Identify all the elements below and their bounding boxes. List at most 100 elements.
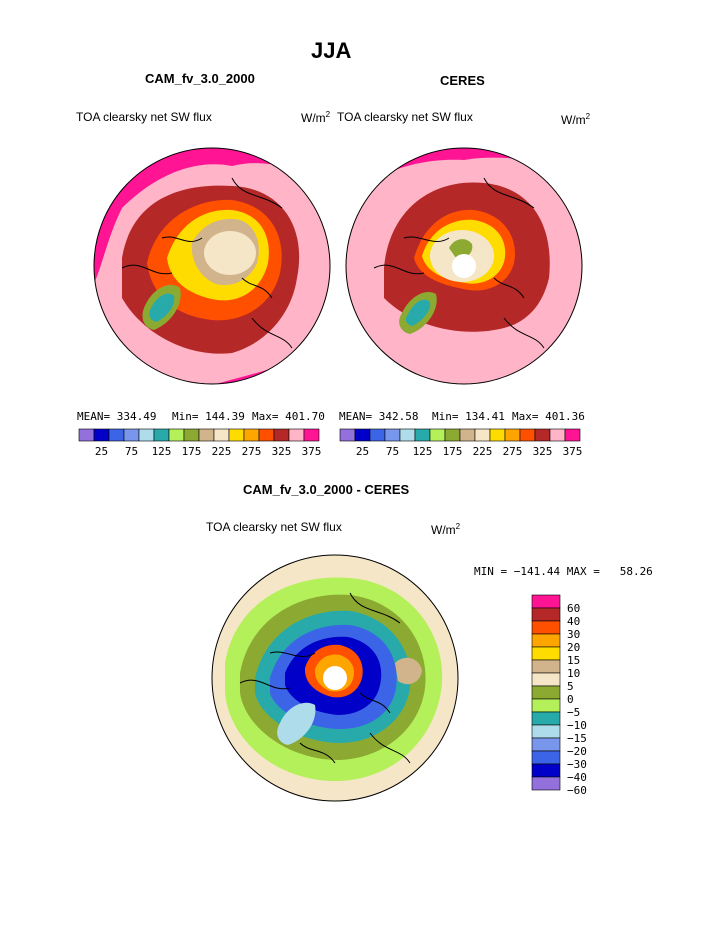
- panel3-colorbar-tick: −60: [567, 784, 587, 797]
- panel1-colorbar: 25 75 125 175 225 275 325 375: [78, 428, 322, 458]
- panel3-pole-missing: [323, 666, 347, 690]
- panel1-colorbar-swatch: [183, 428, 200, 442]
- panel3-colorbar-tick: 0: [567, 693, 574, 706]
- panel2-colorbar: 25 75 125 175 225 275 325 375: [339, 428, 583, 458]
- panel2-colorbar-swatch: [339, 428, 356, 442]
- panel2-field-greenland-ice: [405, 299, 431, 326]
- panel1-colorbar-swatch: [303, 428, 320, 442]
- panel1-mean: MEAN= 334.49: [77, 410, 157, 423]
- panel3-units-exp: 2: [455, 522, 461, 531]
- panel2-pole-missing: [452, 254, 476, 278]
- panel1-colorbar-swatch: [228, 428, 245, 442]
- panel3-minmax: MIN = −141.44 MAX = 58.26: [474, 565, 653, 578]
- panel3-colorbar-swatch: [531, 763, 561, 778]
- panel1-colorbar-swatch: [243, 428, 260, 442]
- panel2-colorbar-swatch: [414, 428, 431, 442]
- panel2-colorbar-swatch: [549, 428, 566, 442]
- panel2-polar-map: [345, 147, 583, 385]
- panel3-units: W/m2: [431, 522, 460, 537]
- panel1-units: W/m2: [301, 110, 330, 125]
- panel3-colorbar-swatch: [531, 737, 561, 752]
- panel2-field-arctic-green: [449, 239, 473, 259]
- panel3-colorbar-tick: −5: [567, 706, 580, 719]
- panel3-colorbar-swatch: [531, 685, 561, 700]
- panel2-colorbar-swatch: [489, 428, 506, 442]
- panel1-field-greenland-ice: [149, 293, 175, 322]
- panel1-colorbar-swatch: [123, 428, 140, 442]
- page-title: JJA: [311, 38, 352, 63]
- panel2-colorbar-tick: 375: [563, 445, 583, 458]
- panel3-colorbar-swatch: [531, 750, 561, 765]
- panel2-colorbar-swatch: [564, 428, 581, 442]
- panel3-colorbar-swatch: [531, 672, 561, 687]
- panel2-min: Min= 134.41: [432, 410, 505, 423]
- panel3-colorbar-tick: −40: [567, 771, 587, 784]
- panel2-colorbar-swatch: [429, 428, 446, 442]
- panel3-colorbar-tick: −30: [567, 758, 587, 771]
- panel3-colorbar-tick: 60: [567, 602, 580, 615]
- panel3-title: CAM_fv_3.0_2000 - CERES: [243, 482, 410, 497]
- panel1-colorbar-swatch: [93, 428, 110, 442]
- panel2-coastlines: [373, 177, 545, 349]
- panel1-max: Max= 401.70: [252, 410, 325, 423]
- panel1-coastlines: [121, 177, 293, 349]
- panel3-colorbar-tick: −20: [567, 745, 587, 758]
- panel1-variable-label: TOA clearsky net SW flux: [76, 110, 212, 124]
- panel2-colorbar-swatch: [444, 428, 461, 442]
- panel2-colorbar-swatch: [384, 428, 401, 442]
- panel1-map-border: [93, 147, 331, 385]
- panel3-colorbar-swatch: [531, 620, 561, 635]
- panel1-colorbar-tick: 75: [125, 445, 138, 458]
- panel2-colorbar-tick: 225: [473, 445, 493, 458]
- panel3-field-greenland: [277, 702, 316, 745]
- panel3-map-border: [211, 554, 459, 802]
- panel1-colorbar-swatch: [138, 428, 155, 442]
- panel2-colorbar-tick: 125: [413, 445, 433, 458]
- panel3-coastlines: [239, 592, 411, 764]
- panel1-polar-map: [93, 147, 331, 385]
- panel1-units-exp: 2: [325, 110, 331, 119]
- panel2-colorbar-swatch: [369, 428, 386, 442]
- panel1-colorbar-tick: 175: [182, 445, 202, 458]
- panel3-colorbar-swatch: [531, 633, 561, 648]
- panel1-colorbar-swatch: [108, 428, 125, 442]
- panel1-colorbar-tick: 325: [272, 445, 292, 458]
- panel2-units: W/m2: [561, 112, 590, 127]
- panel2-colorbar-tick: 75: [386, 445, 399, 458]
- panel2-colorbar-tick: 275: [503, 445, 523, 458]
- panel3-colorbar-tick: 40: [567, 615, 580, 628]
- panel3-field-patch-tan: [395, 657, 422, 685]
- panel1-colorbar-swatch: [198, 428, 215, 442]
- panel1-min: Min= 144.39: [172, 410, 245, 423]
- panel3-colorbar-swatch: [531, 646, 561, 661]
- panel2-mean: MEAN= 342.58: [339, 410, 419, 423]
- panel1-field-tropics: [94, 148, 330, 288]
- panel2-colorbar-swatch: [354, 428, 371, 442]
- panel1-colorbar-tick: 225: [212, 445, 232, 458]
- panel2-variable-label: TOA clearsky net SW flux: [337, 110, 473, 124]
- panel3-colorbar-tick: 5: [567, 680, 574, 693]
- panel3-colorbar-swatch: [531, 607, 561, 622]
- panel2-units-exp: 2: [585, 112, 591, 121]
- panel2-colorbar-swatch: [519, 428, 536, 442]
- panel3-colorbar-tick: 20: [567, 641, 580, 654]
- panel3-colorbar-swatch: [531, 698, 561, 713]
- panel2-title: CERES: [440, 73, 485, 88]
- panel2-colorbar-swatch: [534, 428, 551, 442]
- panel1-colorbar-swatch: [258, 428, 275, 442]
- panel2-colorbar-tick: 325: [533, 445, 553, 458]
- panel1-colorbar-tick: 375: [302, 445, 322, 458]
- panel2-colorbar-tick: 175: [443, 445, 463, 458]
- panel3-colorbar-tick: −10: [567, 719, 587, 732]
- panel1-title: CAM_fv_3.0_2000: [145, 71, 255, 86]
- panel3-variable-label: TOA clearsky net SW flux: [206, 520, 342, 534]
- panel3-colorbar-swatch: [531, 724, 561, 739]
- panel1-colorbar-tick: 25: [95, 445, 108, 458]
- panel2-max: Max= 401.36: [512, 410, 585, 423]
- panel1-colorbar-swatch: [273, 428, 290, 442]
- panel1-colorbar-tick: 275: [242, 445, 262, 458]
- panel1-colorbar-swatch: [213, 428, 230, 442]
- panel2-colorbar-tick: 25: [356, 445, 369, 458]
- panel3-colorbar-swatch: [531, 776, 561, 791]
